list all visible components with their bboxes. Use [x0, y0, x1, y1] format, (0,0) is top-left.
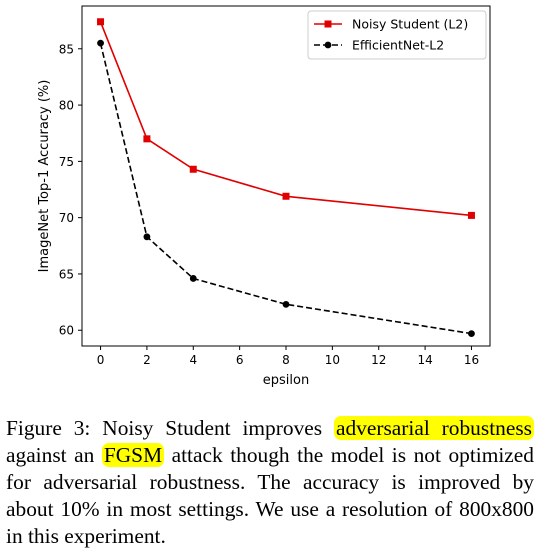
figure-caption: Figure 3: Noisy Student improves adversa…	[6, 415, 534, 550]
y-tick-label: 60	[59, 324, 74, 338]
y-tick-label: 70	[59, 211, 74, 225]
series-line-efficientnet	[99, 43, 472, 335]
data-point-square	[467, 211, 475, 219]
data-point-circle	[468, 330, 475, 338]
x-tick-label: 10	[325, 353, 340, 367]
x-tick-label: 8	[282, 353, 290, 367]
data-point-circle	[97, 39, 104, 47]
data-point-square	[97, 18, 105, 26]
legend-marker-circle	[324, 41, 332, 49]
accuracy-vs-epsilon-chart: 0 2 4 6 8 10 12 14 16 60 65 70 75 80 85 epsilon Image…	[37, 5, 491, 388]
x-tick-label: 16	[464, 353, 479, 367]
data-series	[97, 18, 475, 338]
y-tick-label: 85	[59, 42, 74, 56]
data-point-circle	[189, 275, 197, 282]
x-axis-label: epsilon	[263, 373, 309, 388]
x-tick-label: 0	[97, 353, 105, 367]
x-axis-ticks: 0 2 4 6 8 10 12 14 16	[97, 346, 479, 367]
x-tick-label: 2	[143, 353, 151, 367]
x-tick-label: 12	[371, 353, 386, 367]
y-tick-label: 65	[59, 267, 74, 281]
legend-label: Noisy Student (L2)	[352, 17, 468, 32]
y-axis-label: ImageNet Top-1 Accuracy (%)	[37, 80, 52, 273]
x-tick-label: 14	[417, 353, 432, 367]
x-tick-label: 6	[236, 353, 244, 367]
caption-text-2: against an	[6, 443, 102, 467]
legend-box	[307, 10, 487, 60]
y-axis-ticks: 60 65 70 75 80 85	[59, 42, 82, 338]
caption-text-3: attack though the model is not optimized…	[6, 443, 534, 548]
legend-marker-square	[324, 20, 332, 28]
caption-highlight-fgsm: FGSM	[101, 443, 165, 467]
legend: Noisy Student (L2) EfficientNet-L2	[307, 10, 487, 60]
data-point-square	[189, 165, 197, 173]
data-point-square	[282, 192, 290, 200]
y-tick-label: 80	[59, 99, 74, 113]
data-point-square	[143, 135, 151, 143]
y-tick-label: 75	[59, 155, 74, 169]
caption-highlight-adversarial-robustness: adversarial robustness	[333, 416, 534, 440]
data-point-circle	[143, 233, 151, 241]
caption-text-1: Figure 3: Noisy Student improves	[6, 416, 334, 440]
data-point-circle	[282, 300, 290, 308]
legend-label: EfficientNet-L2	[352, 38, 444, 53]
x-tick-label: 4	[189, 353, 197, 367]
